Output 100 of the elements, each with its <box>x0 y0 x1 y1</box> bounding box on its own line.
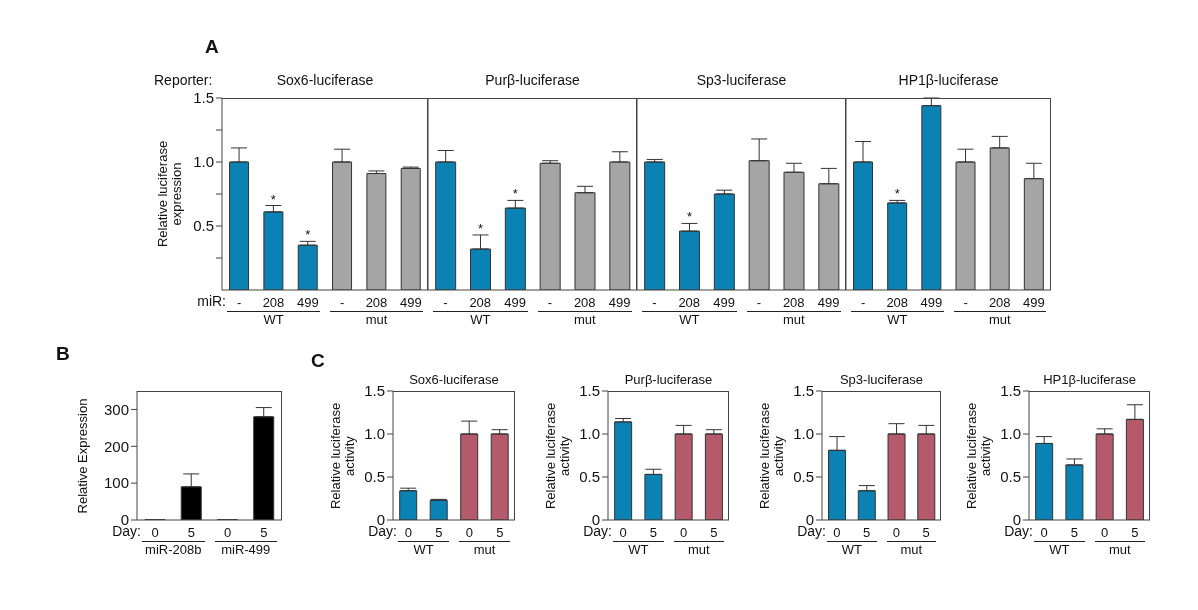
x-tick-label: - <box>443 295 448 311</box>
x-tick-label: 499 <box>399 295 422 311</box>
x-tick-label: 0 <box>224 525 232 541</box>
x-tick-label: - <box>547 295 553 311</box>
x-tick-label: 208 <box>262 295 285 311</box>
x-tick-label: - <box>236 295 242 311</box>
x-tick-label: 499 <box>296 295 319 311</box>
text: WT <box>827 541 877 557</box>
x-tick-label: 0 <box>680 525 688 541</box>
text: miR-499 <box>214 541 277 557</box>
chart-title: Sox6-luciferase <box>275 72 375 88</box>
y-tick-label: 1.0 <box>579 425 600 443</box>
x-tick-label: 5 <box>863 525 871 541</box>
chart-title: HP1β-luciferase <box>897 72 1000 88</box>
x-tick-label: 0 <box>404 525 412 541</box>
x-tick-label: 208 <box>988 295 1011 311</box>
x-tick-label: 5 <box>1070 525 1078 541</box>
text: B <box>56 343 70 365</box>
data-label: * <box>686 209 693 225</box>
x-tick-label: 0 <box>892 525 900 541</box>
x-tick-label: 5 <box>922 525 930 541</box>
x-tick-label: 208 <box>886 295 909 311</box>
text: mut <box>459 541 510 557</box>
x-tick-label: 499 <box>608 295 631 311</box>
x-tick-label: 208 <box>573 295 596 311</box>
text: WT <box>613 541 664 557</box>
x-tick-label: 5 <box>260 525 268 541</box>
x-tick-label: 208 <box>782 295 805 311</box>
y-tick-label: 0.5 <box>579 468 600 486</box>
text: WT <box>433 311 528 327</box>
y-axis-title: Relative luciferase activity <box>756 401 787 511</box>
y-tick-label: 1.5 <box>793 382 814 400</box>
y-tick-label: 0.5 <box>193 217 214 235</box>
text: mut <box>1094 541 1145 557</box>
chart-title: Sp3-luciferase <box>695 72 788 88</box>
text: mut <box>330 311 423 327</box>
y-tick-label: 0.5 <box>793 468 814 486</box>
x-tick-label: 208 <box>469 295 492 311</box>
y-axis-title: Relative luciferase expression <box>154 139 185 250</box>
x-tick-label: - <box>860 295 866 311</box>
y-tick-label: 1.5 <box>1000 382 1021 400</box>
text: miR: <box>196 293 226 309</box>
y-tick-label: 100 <box>103 474 129 492</box>
text: WT <box>398 541 449 557</box>
y-axis-title: Relative luciferase activity <box>327 401 358 511</box>
x-tick-label: 499 <box>713 295 735 311</box>
text: WT <box>227 311 320 327</box>
x-tick-label: 499 <box>504 295 526 311</box>
data-label: * <box>512 186 518 202</box>
y-tick-label: 1.0 <box>364 425 385 443</box>
y-tick-label: 0.5 <box>364 468 385 486</box>
text: C <box>311 350 325 372</box>
x-tick-label: 5 <box>435 525 443 541</box>
x-tick-label: - <box>756 295 762 311</box>
data-label: * <box>305 227 311 243</box>
x-tick-label: 5 <box>649 525 657 541</box>
data-label: * <box>270 191 276 207</box>
y-tick-label: 1.5 <box>364 382 385 400</box>
y-tick-label: 200 <box>103 437 129 455</box>
text: WT <box>851 311 944 327</box>
y-tick-label: 0.5 <box>1000 468 1021 486</box>
x-tick-label: 499 <box>920 295 943 311</box>
text: miR-208b <box>142 541 205 557</box>
x-tick-label: 0 <box>1101 525 1109 541</box>
y-tick-label: 1.5 <box>193 89 214 107</box>
text: A <box>205 36 219 58</box>
data-label: * <box>477 220 484 236</box>
y-tick-label: 1.5 <box>579 382 600 400</box>
y-tick-label: 1.0 <box>193 153 214 171</box>
x-tick-label: 0 <box>151 525 159 541</box>
x-tick-label: 0 <box>465 525 473 541</box>
x-tick-label: 5 <box>1131 525 1139 541</box>
text: Reporter: <box>154 72 213 88</box>
text: mut <box>886 541 936 557</box>
x-tick-label: 0 <box>1040 525 1048 541</box>
x-tick-label: - <box>339 295 345 311</box>
y-axis-title: Relative luciferase activity <box>542 401 573 511</box>
y-axis-title: Relative Expression <box>74 397 91 515</box>
y-tick-label: 1.0 <box>793 425 814 443</box>
x-tick-label: 0 <box>619 525 627 541</box>
y-tick-label: 300 <box>103 400 129 418</box>
text: mut <box>537 311 632 327</box>
chart-title: Sp3-luciferase <box>838 372 925 387</box>
text: mut <box>746 311 841 327</box>
x-tick-label: 499 <box>1023 295 1045 311</box>
x-tick-label: 208 <box>678 295 701 311</box>
x-tick-label: - <box>652 295 657 311</box>
x-tick-label: 5 <box>187 525 195 541</box>
x-tick-label: 5 <box>710 525 718 541</box>
x-tick-label: 0 <box>833 525 841 541</box>
text: mut <box>673 541 724 557</box>
x-tick-label: - <box>963 295 968 311</box>
chart-title: Purβ-luciferase <box>623 372 714 387</box>
chart-title: Purβ-luciferase <box>484 72 581 88</box>
x-tick-label: 5 <box>496 525 504 541</box>
text: WT <box>1034 541 1085 557</box>
chart-title: Sox6-luciferase <box>408 372 500 387</box>
x-tick-label: 208 <box>365 295 388 311</box>
text: mut <box>953 311 1046 327</box>
text: WT <box>642 311 737 327</box>
